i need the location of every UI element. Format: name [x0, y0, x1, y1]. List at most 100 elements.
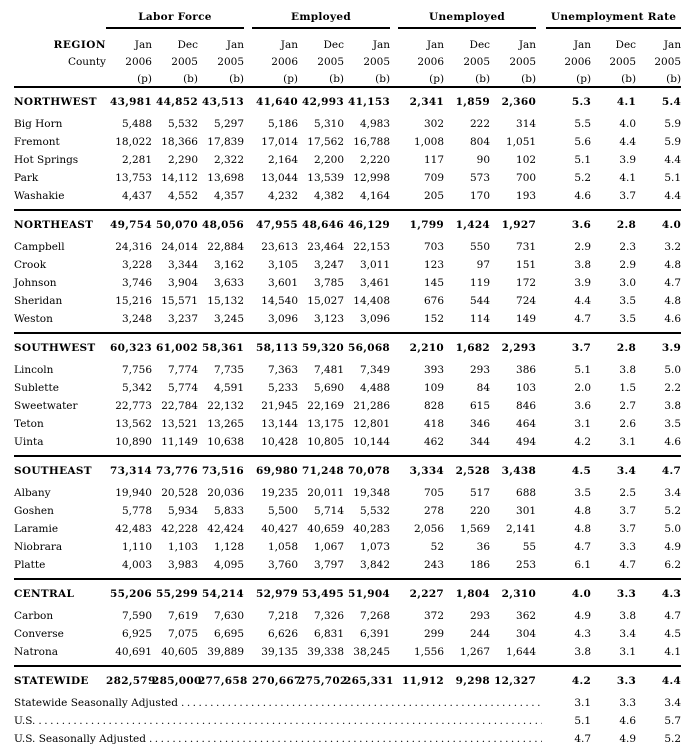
column-gap — [390, 52, 398, 69]
value-cell: 102 — [516, 154, 537, 166]
value-cell: 828 — [424, 400, 445, 412]
value-cell: 2,310 — [501, 588, 537, 600]
value-cell: 40,691 — [115, 646, 152, 658]
value-cell: 2,322 — [213, 154, 245, 166]
value-cell: 4,437 — [121, 190, 152, 202]
value-cell: 3.4 — [664, 487, 682, 499]
value-cell: 6,695 — [213, 628, 245, 640]
month-header: Jan — [663, 39, 682, 51]
value-cell: 3,633 — [213, 277, 245, 289]
value-cell: 3,011 — [359, 259, 391, 271]
column-gap — [536, 167, 546, 185]
column-gap — [244, 69, 252, 87]
value-cell: 1,267 — [459, 646, 491, 658]
column-gap — [536, 641, 546, 666]
value-cell: 5,778 — [121, 505, 152, 517]
value-cell: 42,228 — [161, 523, 198, 535]
value-cell: 145 — [424, 277, 445, 289]
column-gap — [244, 290, 252, 308]
value-cell: 517 — [470, 487, 491, 499]
value-cell: 10,890 — [115, 436, 152, 448]
county-name: Sheridan — [14, 295, 63, 307]
value-cell: 151 — [516, 259, 537, 271]
month-header: Dec — [469, 39, 491, 51]
column-gap — [244, 605, 252, 623]
year-header: 2006 — [125, 56, 152, 68]
adjusted-label-cell: U.S. Seasonally Adjusted — [14, 728, 546, 752]
column-gap — [536, 518, 546, 536]
value-cell: 1,644 — [506, 646, 537, 658]
adjusted-label-cell: Statewide Seasonally Adjusted — [14, 692, 546, 710]
value-cell: 103 — [516, 382, 537, 394]
column-gap — [390, 395, 398, 413]
value-cell: 5,532 — [167, 118, 198, 130]
value-cell: 58,361 — [202, 342, 245, 354]
column-gap — [244, 52, 252, 69]
value-cell: 49,754 — [110, 219, 152, 231]
value-cell: 50,070 — [156, 219, 198, 231]
value-cell: 58,113 — [256, 342, 299, 354]
value-cell: 2,164 — [267, 154, 299, 166]
column-gap — [536, 254, 546, 272]
adjusted-rate-value: 5.1 — [574, 715, 592, 727]
year-header: 2005 — [509, 56, 537, 68]
value-cell: 393 — [424, 364, 445, 376]
value-cell: 3.8 — [574, 259, 592, 271]
year-header: 2005 — [654, 56, 682, 68]
value-cell: 362 — [516, 610, 537, 622]
value-cell: 220 — [470, 505, 491, 517]
value-cell: 6,831 — [313, 628, 345, 640]
column-gap — [536, 482, 546, 500]
value-cell: 5.0 — [664, 364, 682, 376]
value-cell: 5.3 — [571, 96, 592, 108]
value-cell: 39,135 — [261, 646, 299, 658]
value-cell: 285,000 — [152, 675, 202, 687]
table-row: Teton 13,562 13,521 13,265 13,144 13,175 12,80… — [14, 413, 681, 431]
value-cell: 2,200 — [313, 154, 345, 166]
value-cell: 20,036 — [207, 487, 245, 499]
value-cell: 4.5 — [664, 628, 682, 640]
column-gap — [244, 641, 252, 666]
value-cell: 43,981 — [110, 96, 152, 108]
table-row: Albany 19,940 20,528 20,036 19,235 20,011 19,3… — [14, 482, 681, 500]
value-cell: 36 — [476, 541, 491, 553]
value-cell: 70,078 — [348, 465, 391, 477]
value-cell: 2,227 — [409, 588, 445, 600]
value-cell: 4.4 — [664, 154, 682, 166]
mark-header: (b) — [183, 73, 198, 85]
mark-header: (b) — [666, 73, 682, 85]
value-cell: 4.0 — [619, 118, 637, 130]
value-cell: 90 — [476, 154, 491, 166]
county-name: Washakie — [14, 190, 65, 202]
value-cell: 573 — [470, 172, 491, 184]
value-cell: 1,008 — [413, 136, 445, 148]
value-cell: 7,075 — [167, 628, 198, 640]
county-name: Platte — [14, 559, 46, 571]
table-row: Johnson 3,746 3,904 3,633 3,601 3,785 3,461 145… — [14, 272, 681, 290]
value-cell: 7,774 — [167, 364, 198, 376]
value-cell: 5,488 — [121, 118, 152, 130]
table-row: Natrona 40,691 40,605 39,889 39,135 39,338 38,… — [14, 641, 681, 666]
value-cell: 22,884 — [207, 241, 245, 253]
value-cell: 4,095 — [213, 559, 245, 571]
section-southeast: SOUTHEAST 73,314 73,776 73,516 69,980 71,248 7… — [14, 456, 682, 579]
value-cell: 13,539 — [307, 172, 345, 184]
value-cell: 13,044 — [261, 172, 299, 184]
column-gap — [390, 69, 398, 87]
value-cell: 24,014 — [161, 241, 198, 253]
column-gap — [244, 149, 252, 167]
value-cell: 10,638 — [207, 436, 245, 448]
value-cell: 3.6 — [574, 400, 592, 412]
value-cell: 344 — [470, 436, 491, 448]
value-cell: 3.3 — [619, 541, 637, 553]
county-label: County — [67, 56, 106, 68]
value-cell: 42,483 — [115, 523, 152, 535]
value-cell: 5.1 — [574, 364, 592, 376]
month-header: Dec — [177, 39, 198, 51]
column-gap — [390, 87, 398, 113]
value-cell: 278 — [424, 505, 445, 517]
value-cell: 4,983 — [359, 118, 391, 130]
mark-header: (b) — [375, 73, 391, 85]
county-name: Laramie — [14, 523, 59, 535]
value-cell: 4.6 — [664, 313, 682, 325]
